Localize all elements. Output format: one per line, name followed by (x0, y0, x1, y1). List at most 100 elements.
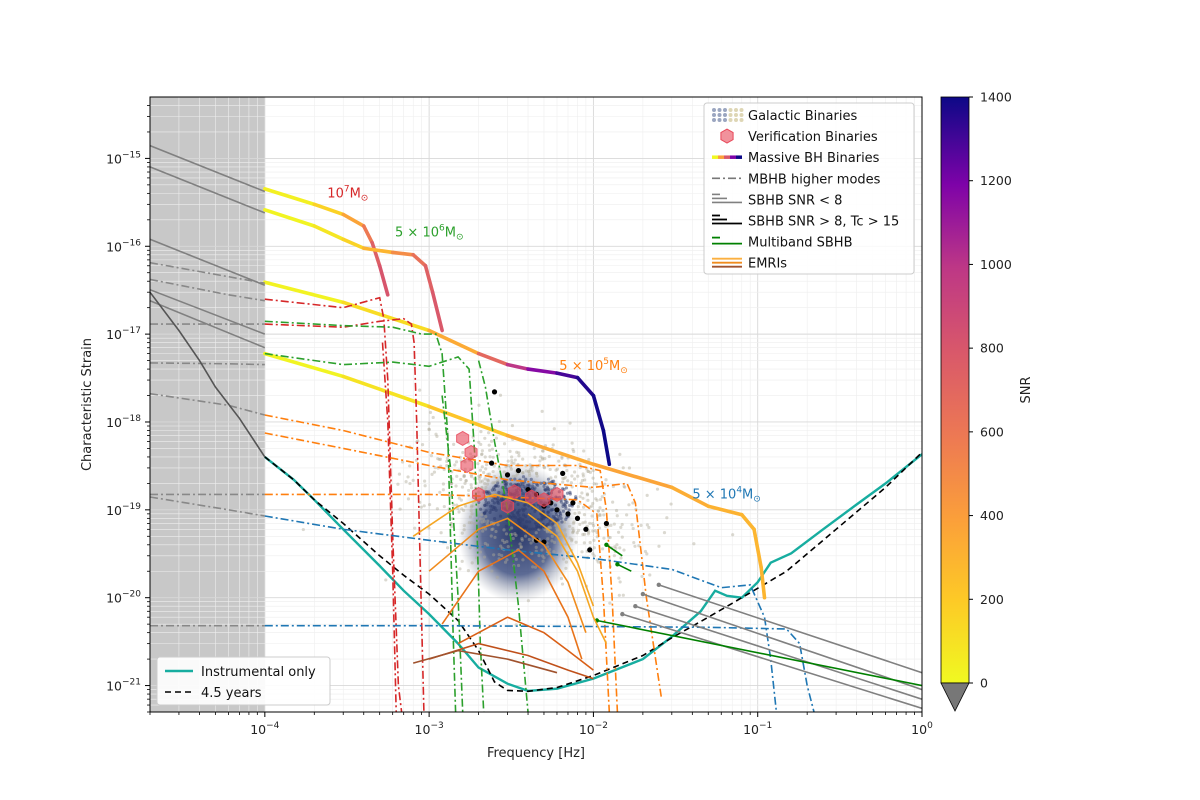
gb-point (541, 449, 545, 453)
mass-label: 107M⊙ (327, 184, 368, 203)
colorbar-extend-min (940, 682, 970, 712)
gb-point (499, 544, 503, 548)
gb-point (578, 462, 582, 466)
gb-point (497, 466, 501, 470)
gb-point (504, 524, 508, 528)
gb-swatch (728, 118, 733, 122)
gb-point (516, 563, 521, 568)
axes: 10−4 10−3 10−2 10−1 100 10−21 10−20 10−19 10−18 1… (106, 105, 933, 737)
gb-point (467, 488, 471, 493)
series-low-frequency-noise (150, 291, 266, 458)
mbhb-segment (427, 328, 481, 356)
gb-point (532, 446, 536, 451)
gb-point (615, 514, 619, 518)
gb-point (486, 472, 490, 476)
gb-point (427, 526, 431, 530)
gb-point (525, 483, 529, 488)
gb-point (571, 530, 575, 534)
gb-point (559, 500, 563, 504)
gb-point (542, 517, 546, 521)
gb-point (484, 527, 488, 531)
gb-point (617, 576, 621, 580)
gb-point (301, 527, 305, 532)
gb-point (439, 531, 443, 535)
data-layer (150, 144, 922, 712)
gb-point (468, 546, 472, 550)
gb-point (514, 474, 518, 478)
verification-binary (507, 484, 521, 500)
gb-point (548, 526, 553, 530)
gb-point (476, 462, 480, 466)
mbhb-segment (476, 351, 510, 367)
gb-point (568, 524, 572, 528)
sbhb-point (565, 511, 571, 517)
mbhb-segment (505, 433, 596, 467)
gb-point (491, 507, 495, 511)
gb-point (502, 442, 507, 446)
gb-point (461, 450, 465, 455)
gb-point (483, 455, 487, 459)
gb-point (445, 459, 449, 463)
gb-point (477, 477, 481, 481)
gb-point (486, 501, 491, 505)
gb-point (549, 476, 553, 480)
gb-point (560, 536, 564, 540)
gb-point (494, 508, 498, 512)
gb-point (632, 540, 636, 545)
gb-point (454, 484, 458, 488)
gb-point (397, 472, 402, 476)
gb-point (507, 464, 511, 468)
gb-point (564, 560, 568, 564)
gb-point (502, 540, 507, 545)
gb-point (396, 482, 400, 486)
gb-point (562, 520, 567, 524)
legend-entry: 4.5 years (165, 686, 262, 701)
gb-point (483, 482, 487, 486)
gb-point (453, 463, 457, 467)
gb-point (506, 459, 510, 463)
gb-point (602, 513, 606, 517)
gb-point (469, 486, 474, 490)
gb-point (496, 501, 501, 505)
gb-point (580, 491, 584, 495)
gb-point (473, 522, 477, 526)
gb-point (478, 550, 483, 554)
gb-point (499, 514, 503, 518)
colorbar-tick-label: 0 (980, 676, 988, 691)
gb-point (508, 449, 512, 453)
gb-point (586, 498, 590, 502)
gb-point (486, 479, 490, 483)
legend-entry: SBHB SNR > 8, Tc > 15 (712, 215, 899, 230)
gb-point (513, 458, 517, 462)
gb-point (528, 467, 533, 472)
gb-point (528, 527, 532, 531)
track-start (633, 604, 638, 609)
mbhb-segment (575, 375, 596, 398)
gb-point (570, 474, 574, 478)
mbhb-segment (390, 250, 416, 257)
gb-point (575, 531, 579, 535)
gb-point (477, 440, 481, 444)
gb-point (542, 556, 546, 560)
verification-binary (472, 486, 486, 502)
gb-point (609, 523, 613, 527)
verification-binary (525, 489, 539, 505)
gb-point (524, 469, 528, 473)
gb-point (581, 496, 585, 500)
gb-point (551, 507, 555, 511)
gb-point (640, 574, 644, 579)
gb-point (581, 521, 585, 525)
gb-point (596, 509, 600, 513)
gb-point (531, 565, 535, 569)
track (441, 395, 464, 712)
track (264, 352, 485, 712)
track (150, 299, 266, 349)
gb-point (467, 521, 471, 525)
gb-point (483, 541, 487, 546)
gb-point (510, 455, 514, 459)
gb-point (551, 522, 555, 526)
gb-point (585, 493, 590, 497)
gb-point (478, 480, 482, 484)
gb-point (553, 503, 558, 507)
gb-point (519, 545, 523, 550)
